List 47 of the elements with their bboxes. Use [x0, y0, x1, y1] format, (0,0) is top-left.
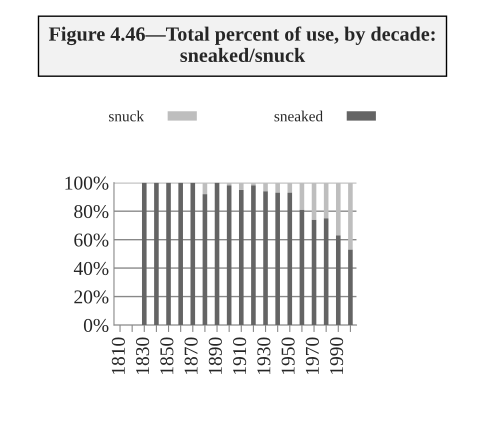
bar: [142, 182, 147, 326]
bar: [348, 250, 353, 326]
bar: [178, 182, 183, 326]
x-tick-label: 1930: [257, 338, 270, 374]
x-tick-label: 1830: [136, 338, 150, 374]
bar: [312, 220, 316, 326]
y-tick-label: 0%: [84, 318, 108, 332]
bar: [324, 182, 328, 218]
x-tick-label: 1990: [330, 338, 344, 374]
bar: [202, 194, 208, 326]
bar: [251, 186, 256, 326]
bar: [166, 182, 171, 326]
legend-label: sneaked: [274, 110, 323, 122]
bar: [275, 192, 280, 326]
bar: [154, 182, 159, 326]
bar: [238, 182, 244, 190]
x-tick-label: 1850: [160, 338, 174, 374]
bar: [214, 182, 220, 326]
y-tick-label: 80%: [74, 204, 108, 218]
bar: [324, 218, 328, 326]
x-tick-label: 1970: [306, 338, 319, 374]
x-tick-label: 1890: [208, 338, 222, 374]
x-tick-label: 1950: [282, 338, 295, 374]
bar: [300, 210, 304, 326]
y-tick-label: 100%: [65, 176, 108, 190]
bar: [336, 235, 341, 326]
y-tick-label: 60%: [74, 233, 108, 247]
bar: [300, 182, 304, 210]
bar: [275, 182, 280, 193]
bar: [226, 186, 232, 326]
y-tick-label: 20%: [74, 290, 108, 304]
bar: [336, 182, 341, 236]
legend-label: snuck: [109, 110, 144, 122]
x-tick-label: 1910: [233, 338, 246, 374]
bar: [287, 192, 292, 326]
bar: [190, 182, 196, 326]
bar: [312, 182, 316, 220]
bar: [348, 182, 353, 250]
bar: [202, 182, 208, 194]
bar: [263, 191, 268, 326]
bar: [263, 182, 268, 192]
y-tick-label: 40%: [74, 262, 108, 276]
x-tick-label: 1810: [112, 338, 125, 374]
x-tick-label: 1870: [184, 338, 198, 374]
bar: [287, 182, 292, 193]
bar: [238, 190, 244, 326]
chart-title: Figure 4.46—Total percent of use, by decade: sneaked/snuck: [48, 26, 435, 62]
